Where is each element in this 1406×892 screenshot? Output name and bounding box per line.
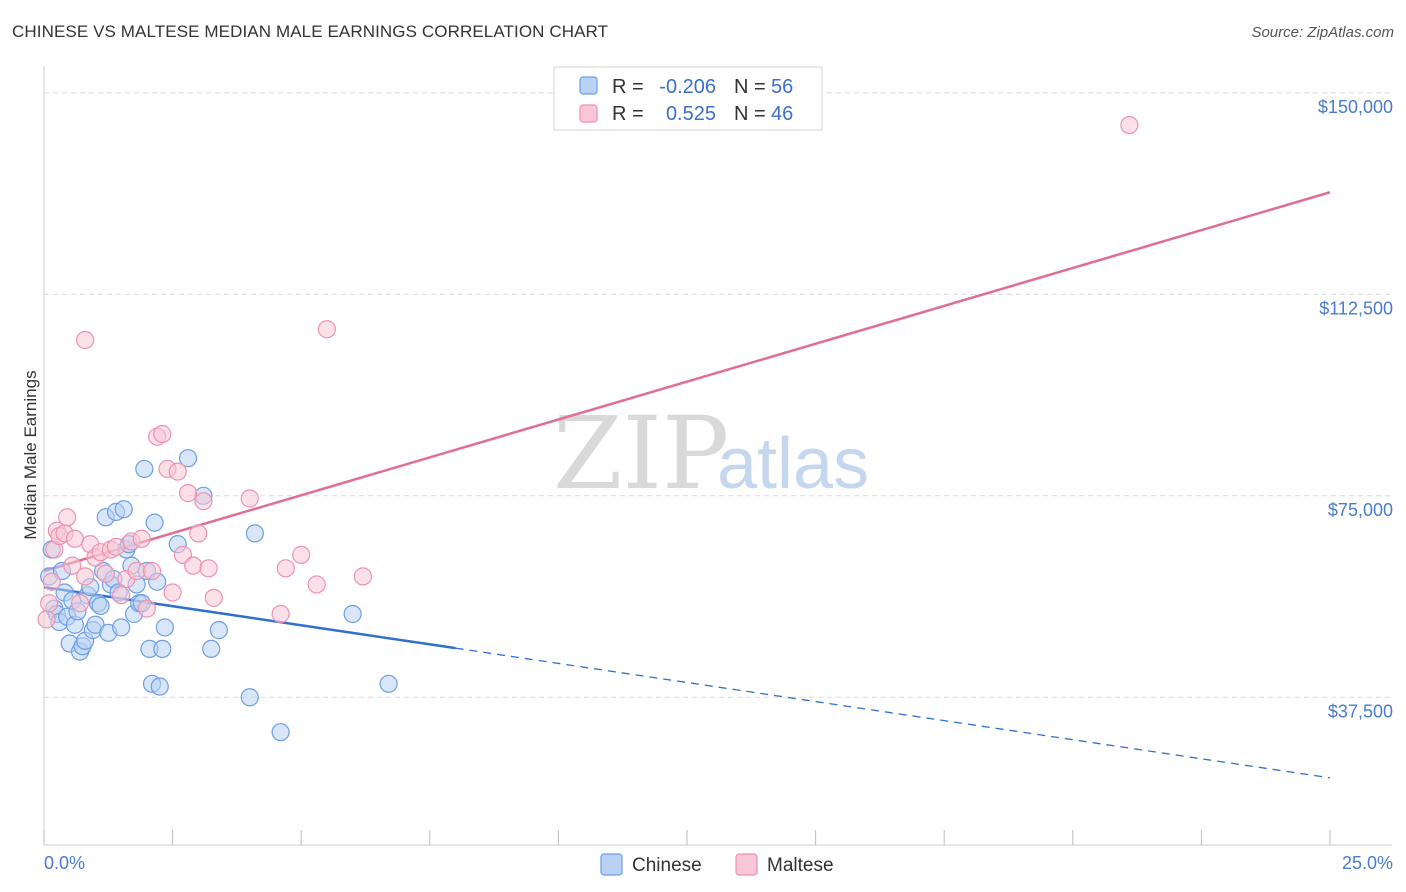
legend-r-value-maltese: 0.525 (666, 103, 716, 125)
point-chinese (112, 618, 131, 637)
point-maltese (178, 484, 198, 503)
point-chinese (114, 500, 133, 519)
bottom-legend: Chinese Maltese (600, 853, 834, 876)
legend-box: R = -0.206 N = 56 R = 0.525 N = 46 (553, 66, 823, 131)
point-chinese (178, 449, 198, 468)
point-chinese (91, 596, 110, 616)
point-maltese (96, 564, 115, 583)
point-chinese (153, 639, 172, 659)
point-maltese (142, 561, 162, 581)
legend-n-label-maltese: N = (734, 103, 766, 125)
point-maltese (184, 556, 203, 575)
point-maltese (194, 492, 213, 511)
point-maltese (42, 572, 61, 591)
chart-title: CHINESE VS MALTESE MEDIAN MALE EARNINGS … (12, 22, 609, 41)
point-chinese (150, 677, 169, 696)
y-tick-label: $150,000 (1318, 97, 1393, 117)
point-maltese (199, 559, 218, 578)
y-tick-labels: $37,500 $75,000 $112,500 $150,000 (1318, 97, 1393, 721)
point-chinese (240, 688, 259, 707)
watermark-atlas: atlas (717, 424, 869, 504)
point-maltese (132, 529, 151, 548)
point-maltese (163, 583, 182, 602)
axes (43, 66, 1392, 846)
point-chinese (145, 513, 164, 532)
point-maltese (127, 561, 146, 581)
legend-n-value-maltese: 46 (771, 103, 793, 125)
point-maltese (112, 586, 131, 605)
watermark-zip: ZIP (553, 395, 729, 512)
point-maltese (40, 594, 59, 613)
point-maltese (137, 599, 156, 618)
point-maltese (353, 567, 373, 586)
legend-r-value-chinese: -0.206 (659, 76, 716, 98)
point-maltese (240, 489, 259, 508)
legend-r-label-maltese: R = (612, 103, 644, 125)
point-chinese (379, 674, 398, 693)
y-tick-label: $112,500 (1319, 298, 1393, 318)
point-chinese (245, 524, 265, 543)
point-chinese (343, 604, 362, 624)
bottom-legend-chinese: Chinese (632, 855, 702, 876)
point-maltese (292, 545, 311, 564)
legend-swatch-chinese (579, 76, 598, 95)
point-chinese (202, 639, 221, 659)
source-credit: Source: ZipAtlas.com (1251, 24, 1394, 41)
point-chinese (135, 459, 154, 479)
point-maltese (153, 424, 172, 444)
point-maltese (63, 556, 82, 575)
point-maltese (70, 594, 90, 613)
point-maltese (76, 567, 95, 586)
point-maltese (106, 537, 126, 556)
point-maltese (58, 508, 77, 527)
point-maltese (204, 588, 223, 607)
point-chinese (86, 615, 105, 634)
point-chinese (155, 618, 174, 637)
bottom-legend-maltese: Maltese (767, 855, 834, 876)
legend-swatch-maltese (579, 104, 598, 123)
point-maltese (189, 524, 208, 543)
point-maltese (307, 575, 326, 594)
legend-n-value-chinese: 56 (771, 76, 793, 98)
legend-n-label-chinese: N = (734, 76, 766, 98)
point-maltese (168, 462, 187, 481)
legend-frame (553, 66, 823, 131)
data-points (37, 115, 1139, 742)
point-chinese (209, 621, 228, 640)
y-tick-label: $75,000 (1328, 500, 1393, 520)
point-maltese (271, 604, 290, 624)
y-axis-label: Median Male Earnings (21, 370, 40, 539)
y-tick-label: $37,500 (1328, 701, 1393, 721)
x-tick-label-min: 0.0% (44, 853, 85, 873)
trend-line-chinese-extrapolated (455, 647, 1331, 779)
point-maltese (1120, 115, 1139, 135)
legend-r-label-chinese: R = (612, 76, 644, 98)
bottom-legend-swatch-chinese (600, 853, 623, 876)
point-maltese (317, 320, 337, 339)
bottom-legend-swatch-maltese (735, 853, 758, 876)
point-maltese (76, 330, 95, 350)
point-maltese (276, 559, 295, 578)
point-maltese (37, 610, 56, 629)
trend-line-maltese (43, 191, 1331, 573)
point-chinese (271, 723, 290, 742)
point-maltese (65, 529, 84, 548)
x-tick-label-max: 25.0% (1342, 853, 1393, 873)
